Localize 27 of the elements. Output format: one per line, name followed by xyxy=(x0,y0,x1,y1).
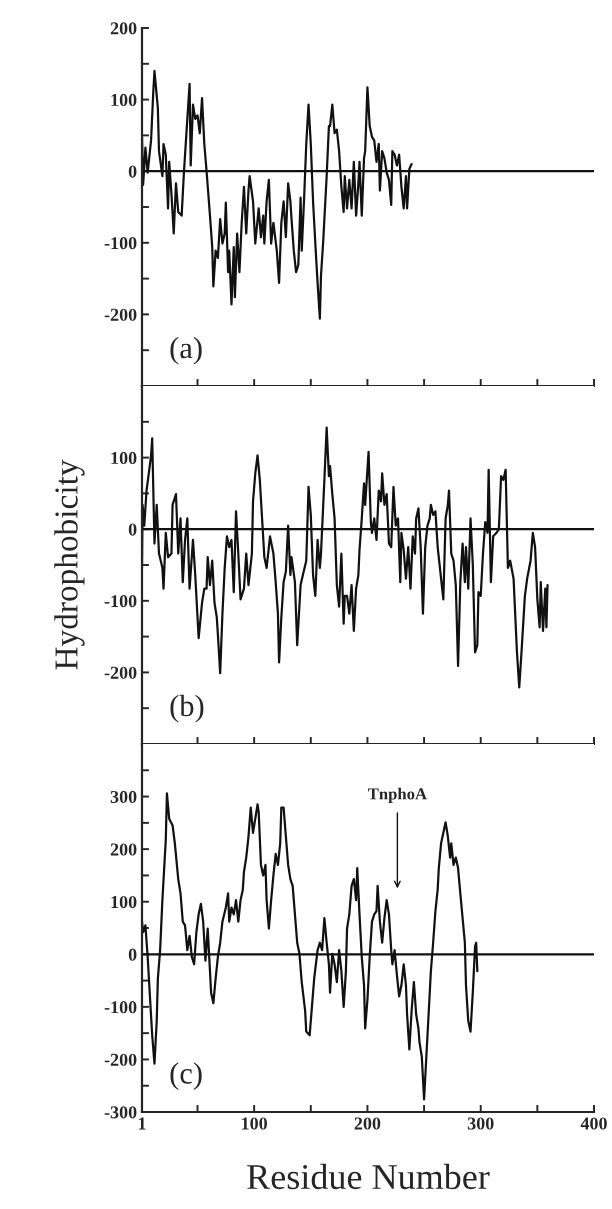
y-tick-label: 0 xyxy=(128,165,137,178)
y-axis-title: Hydrophobicity xyxy=(54,459,85,670)
annotation: (c) xyxy=(170,1062,202,1090)
x-tick-label: 1 xyxy=(138,1117,146,1130)
x-tick-label: 100 xyxy=(242,1117,267,1130)
y-tick-label: -100 xyxy=(104,237,137,250)
y-tick-label: 100 xyxy=(111,93,137,107)
y-tick-label: -100 xyxy=(104,595,137,608)
x-tick-label: 300 xyxy=(467,1117,494,1130)
y-tick-label: -200 xyxy=(104,308,137,321)
y-tick-label: 0 xyxy=(128,948,137,961)
y-tick-label: -200 xyxy=(104,1053,137,1066)
x-tick-label: 200 xyxy=(354,1117,381,1130)
y-tick-label: -200 xyxy=(104,666,137,679)
y-tick-label: 300 xyxy=(110,790,137,804)
y-tick-label: 0 xyxy=(128,523,137,536)
x-tick-label: 400 xyxy=(580,1117,607,1130)
y-tick-label: 100 xyxy=(111,895,137,909)
annotation: (a) xyxy=(170,336,202,365)
y-tick-label: -100 xyxy=(104,1001,137,1014)
y-tick-label: -300 xyxy=(104,1106,137,1119)
y-tick-label: 200 xyxy=(110,843,137,856)
annotation: TnphoA xyxy=(367,787,427,803)
annotation: (b) xyxy=(170,694,204,723)
x-axis-title: Residue Number xyxy=(247,1163,490,1190)
y-tick-label: 200 xyxy=(110,22,137,35)
y-tick-label: 100 xyxy=(111,451,137,465)
